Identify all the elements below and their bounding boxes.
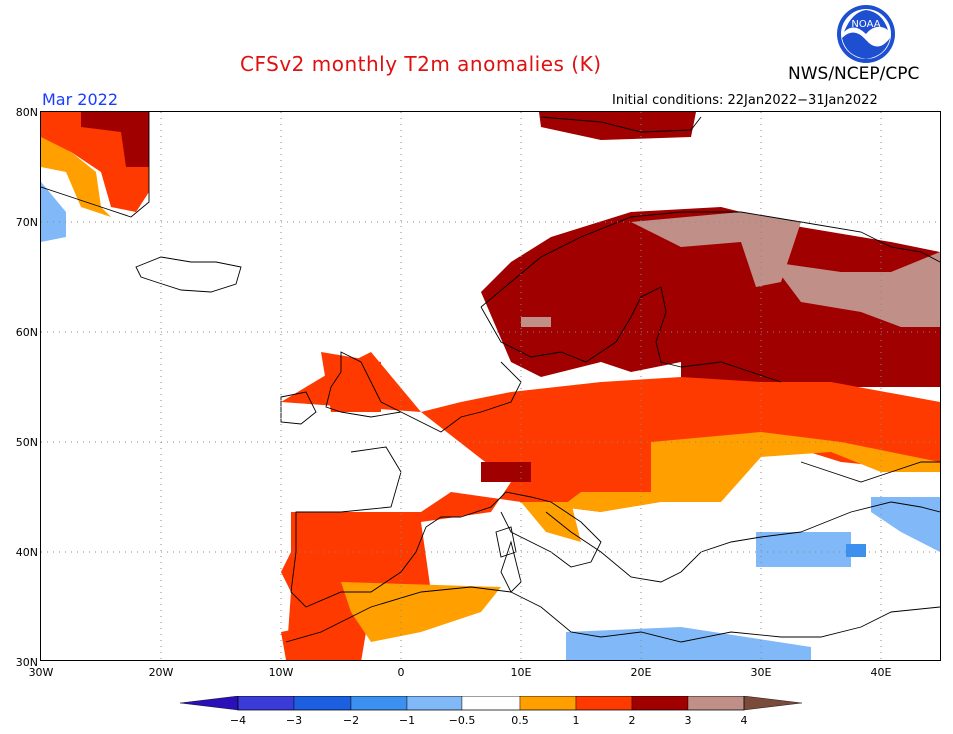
colorbar-segment — [631, 696, 689, 711]
colorbar-label: 3 — [684, 714, 692, 727]
colorbar-label: 1 — [572, 714, 580, 727]
lon-label: 20W — [148, 666, 174, 679]
colorbar-arrow-low — [180, 696, 239, 711]
colorbar-label: 4 — [740, 714, 748, 727]
lon-label: 30E — [750, 666, 772, 679]
colorbar-label: −0.5 — [448, 714, 476, 727]
colorbar-segment — [519, 696, 577, 711]
initial-conditions: Initial conditions: 22Jan2022−31Jan2022 — [612, 93, 878, 108]
org-label: NWS/NCEP/CPC — [788, 64, 920, 84]
lat-label: 40N — [15, 546, 38, 559]
map-canvas — [40, 112, 941, 662]
colorbar-label: 0.5 — [511, 714, 529, 727]
colorbar-arrow-high — [743, 696, 803, 711]
colorbar-segment — [406, 696, 463, 711]
lat-label: 60N — [15, 326, 38, 339]
colorbar-segment — [687, 696, 745, 711]
lat-label: 30N — [15, 656, 38, 669]
lat-label: 50N — [15, 436, 38, 449]
lon-label: 10E — [510, 666, 532, 679]
colorbar-segment — [461, 696, 521, 711]
coastlines — [40, 112, 941, 643]
month-label: Mar 2022 — [42, 90, 118, 109]
lon-label: 30W — [28, 666, 54, 679]
lon-label: 40E — [870, 666, 892, 679]
colorbar-label: −4 — [229, 714, 247, 727]
lon-label: 20E — [630, 666, 652, 679]
colorbar-segment — [350, 696, 408, 711]
colorbar-label: −1 — [398, 714, 416, 727]
lon-label: 10W — [268, 666, 294, 679]
colorbar-label: 2 — [628, 714, 636, 727]
lat-label: 80N — [15, 106, 38, 119]
colorbar-segment — [575, 696, 633, 711]
colorbar-label: −2 — [342, 714, 360, 727]
svg-text:NOAA: NOAA — [851, 19, 880, 30]
anomaly-map — [40, 111, 941, 662]
colorbar-segment — [237, 696, 295, 711]
chart-title: CFSv2 monthly T2m anomalies (K) — [240, 52, 602, 76]
colorbar — [180, 696, 803, 711]
noaa-logo: NOAA — [837, 5, 895, 63]
lat-label: 70N — [15, 216, 38, 229]
colorbar-segment — [293, 696, 352, 711]
anomaly-fields — [41, 112, 940, 662]
graticule — [41, 112, 940, 660]
colorbar-label: −3 — [285, 714, 303, 727]
lon-label: 0 — [397, 666, 405, 679]
